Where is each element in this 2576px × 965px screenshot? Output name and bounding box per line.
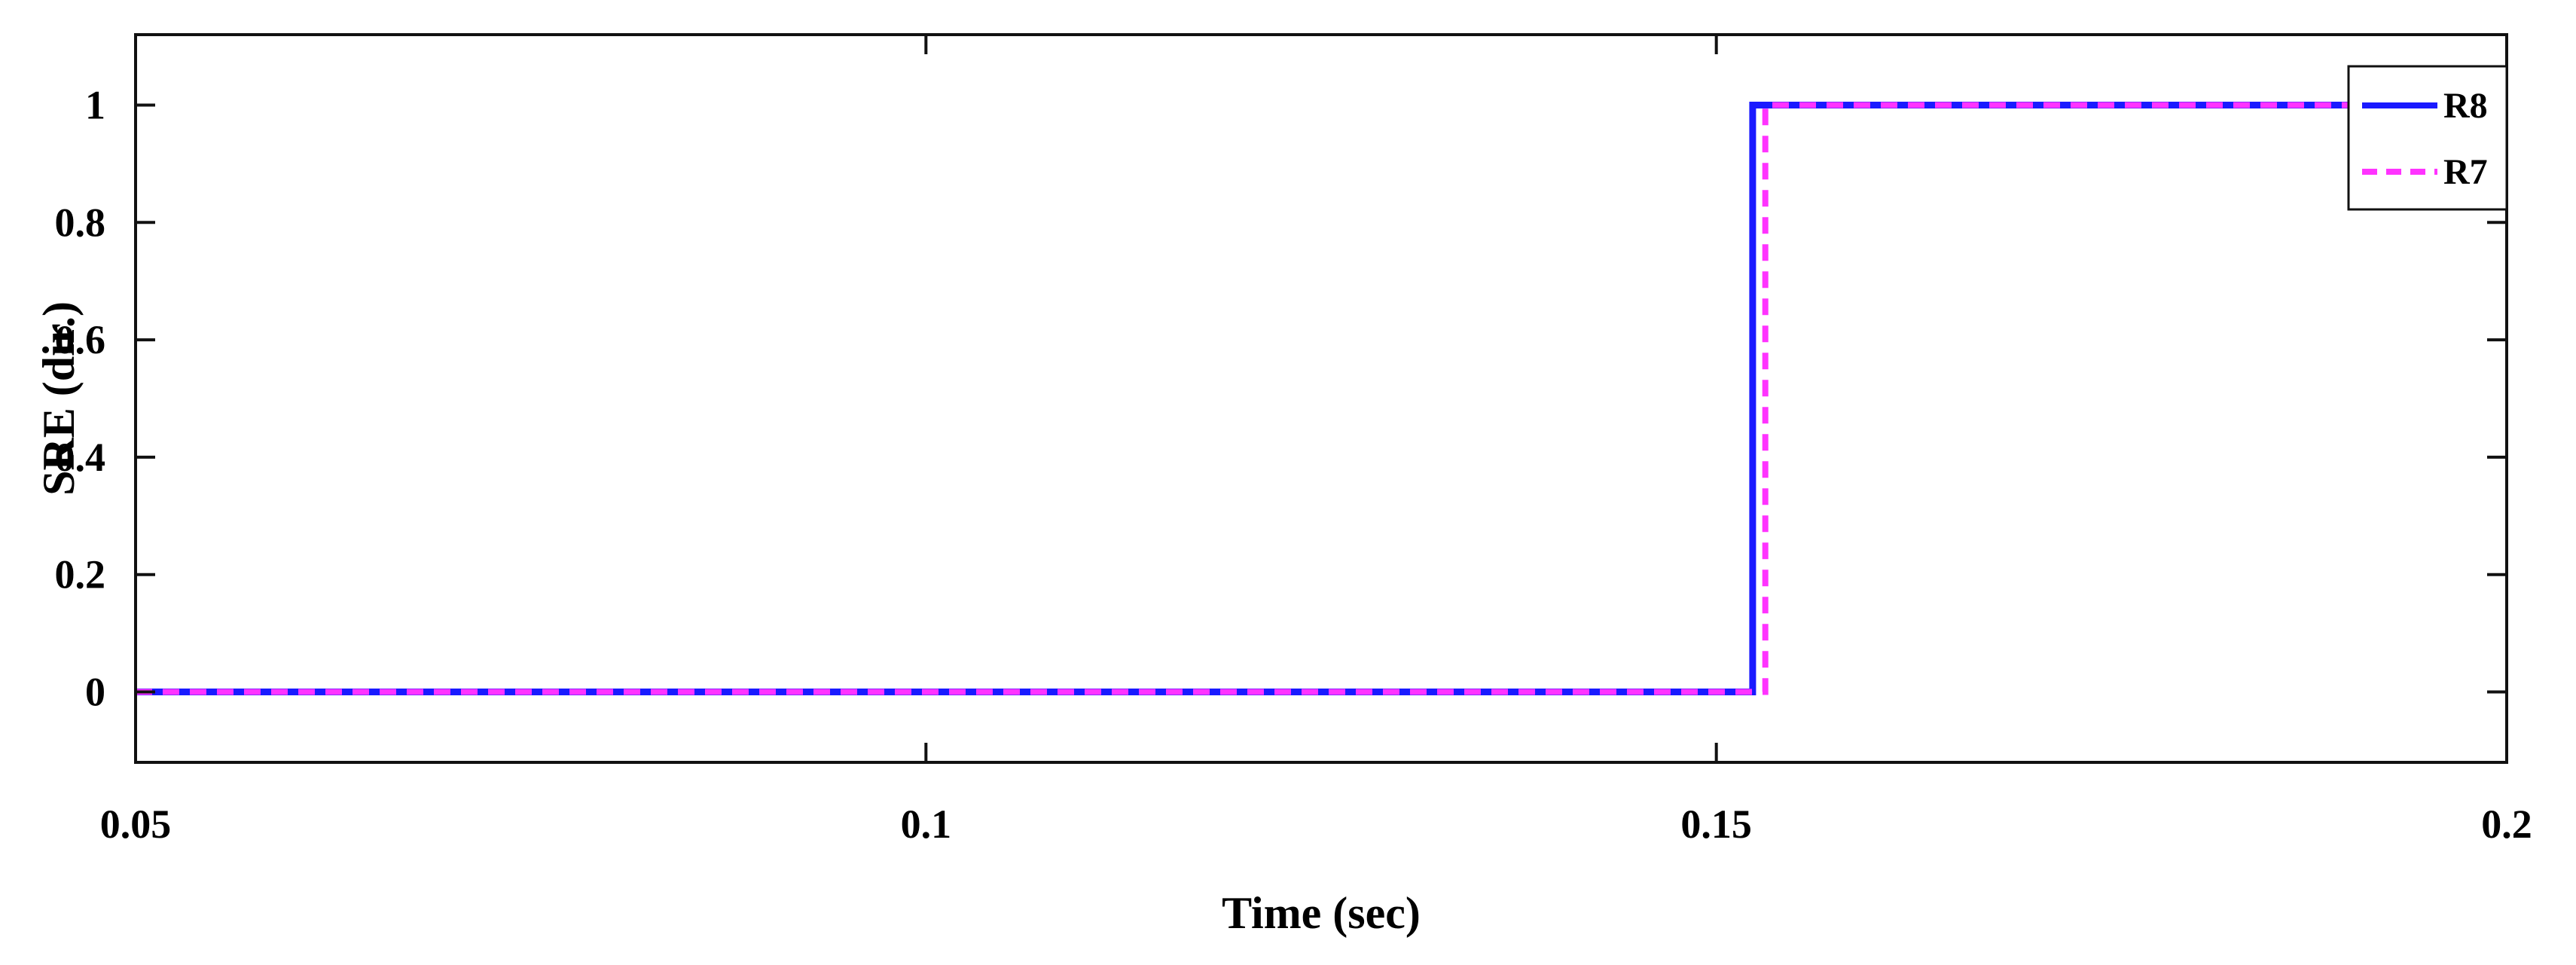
y-tick-label: 0	[85, 670, 105, 715]
y-axis-label: SRE (dir.)	[34, 301, 84, 496]
y-tick-label: 0.6	[55, 317, 106, 362]
y-tick-label: 0.2	[55, 552, 106, 597]
x-tick-label: 0.15	[1680, 802, 1752, 847]
x-tick-label: 0.2	[2481, 802, 2532, 847]
x-tick-label: 0.05	[100, 802, 172, 847]
x-axis-label: Time (sec)	[1222, 888, 1421, 938]
legend-label-r8: R8	[2443, 86, 2488, 126]
y-tick-label: 1	[85, 82, 105, 127]
x-tick-labels: 0.05 0.1 0.15 0.2	[100, 802, 2532, 847]
series-line-r7	[136, 102, 2507, 695]
series-layer	[136, 102, 2507, 695]
x-tick-label: 0.1	[901, 802, 952, 847]
y-tick-labels: 0 0.2 0.4 0.6 0.8 1	[55, 82, 106, 714]
legend-box	[2347, 65, 2508, 211]
legend-label-r7: R7	[2443, 152, 2488, 192]
y-tick-label: 0.8	[55, 200, 106, 245]
plot-frame	[134, 33, 2508, 764]
y-tick-label: 0.4	[55, 435, 106, 480]
legend: R8 R7	[2347, 65, 2508, 211]
